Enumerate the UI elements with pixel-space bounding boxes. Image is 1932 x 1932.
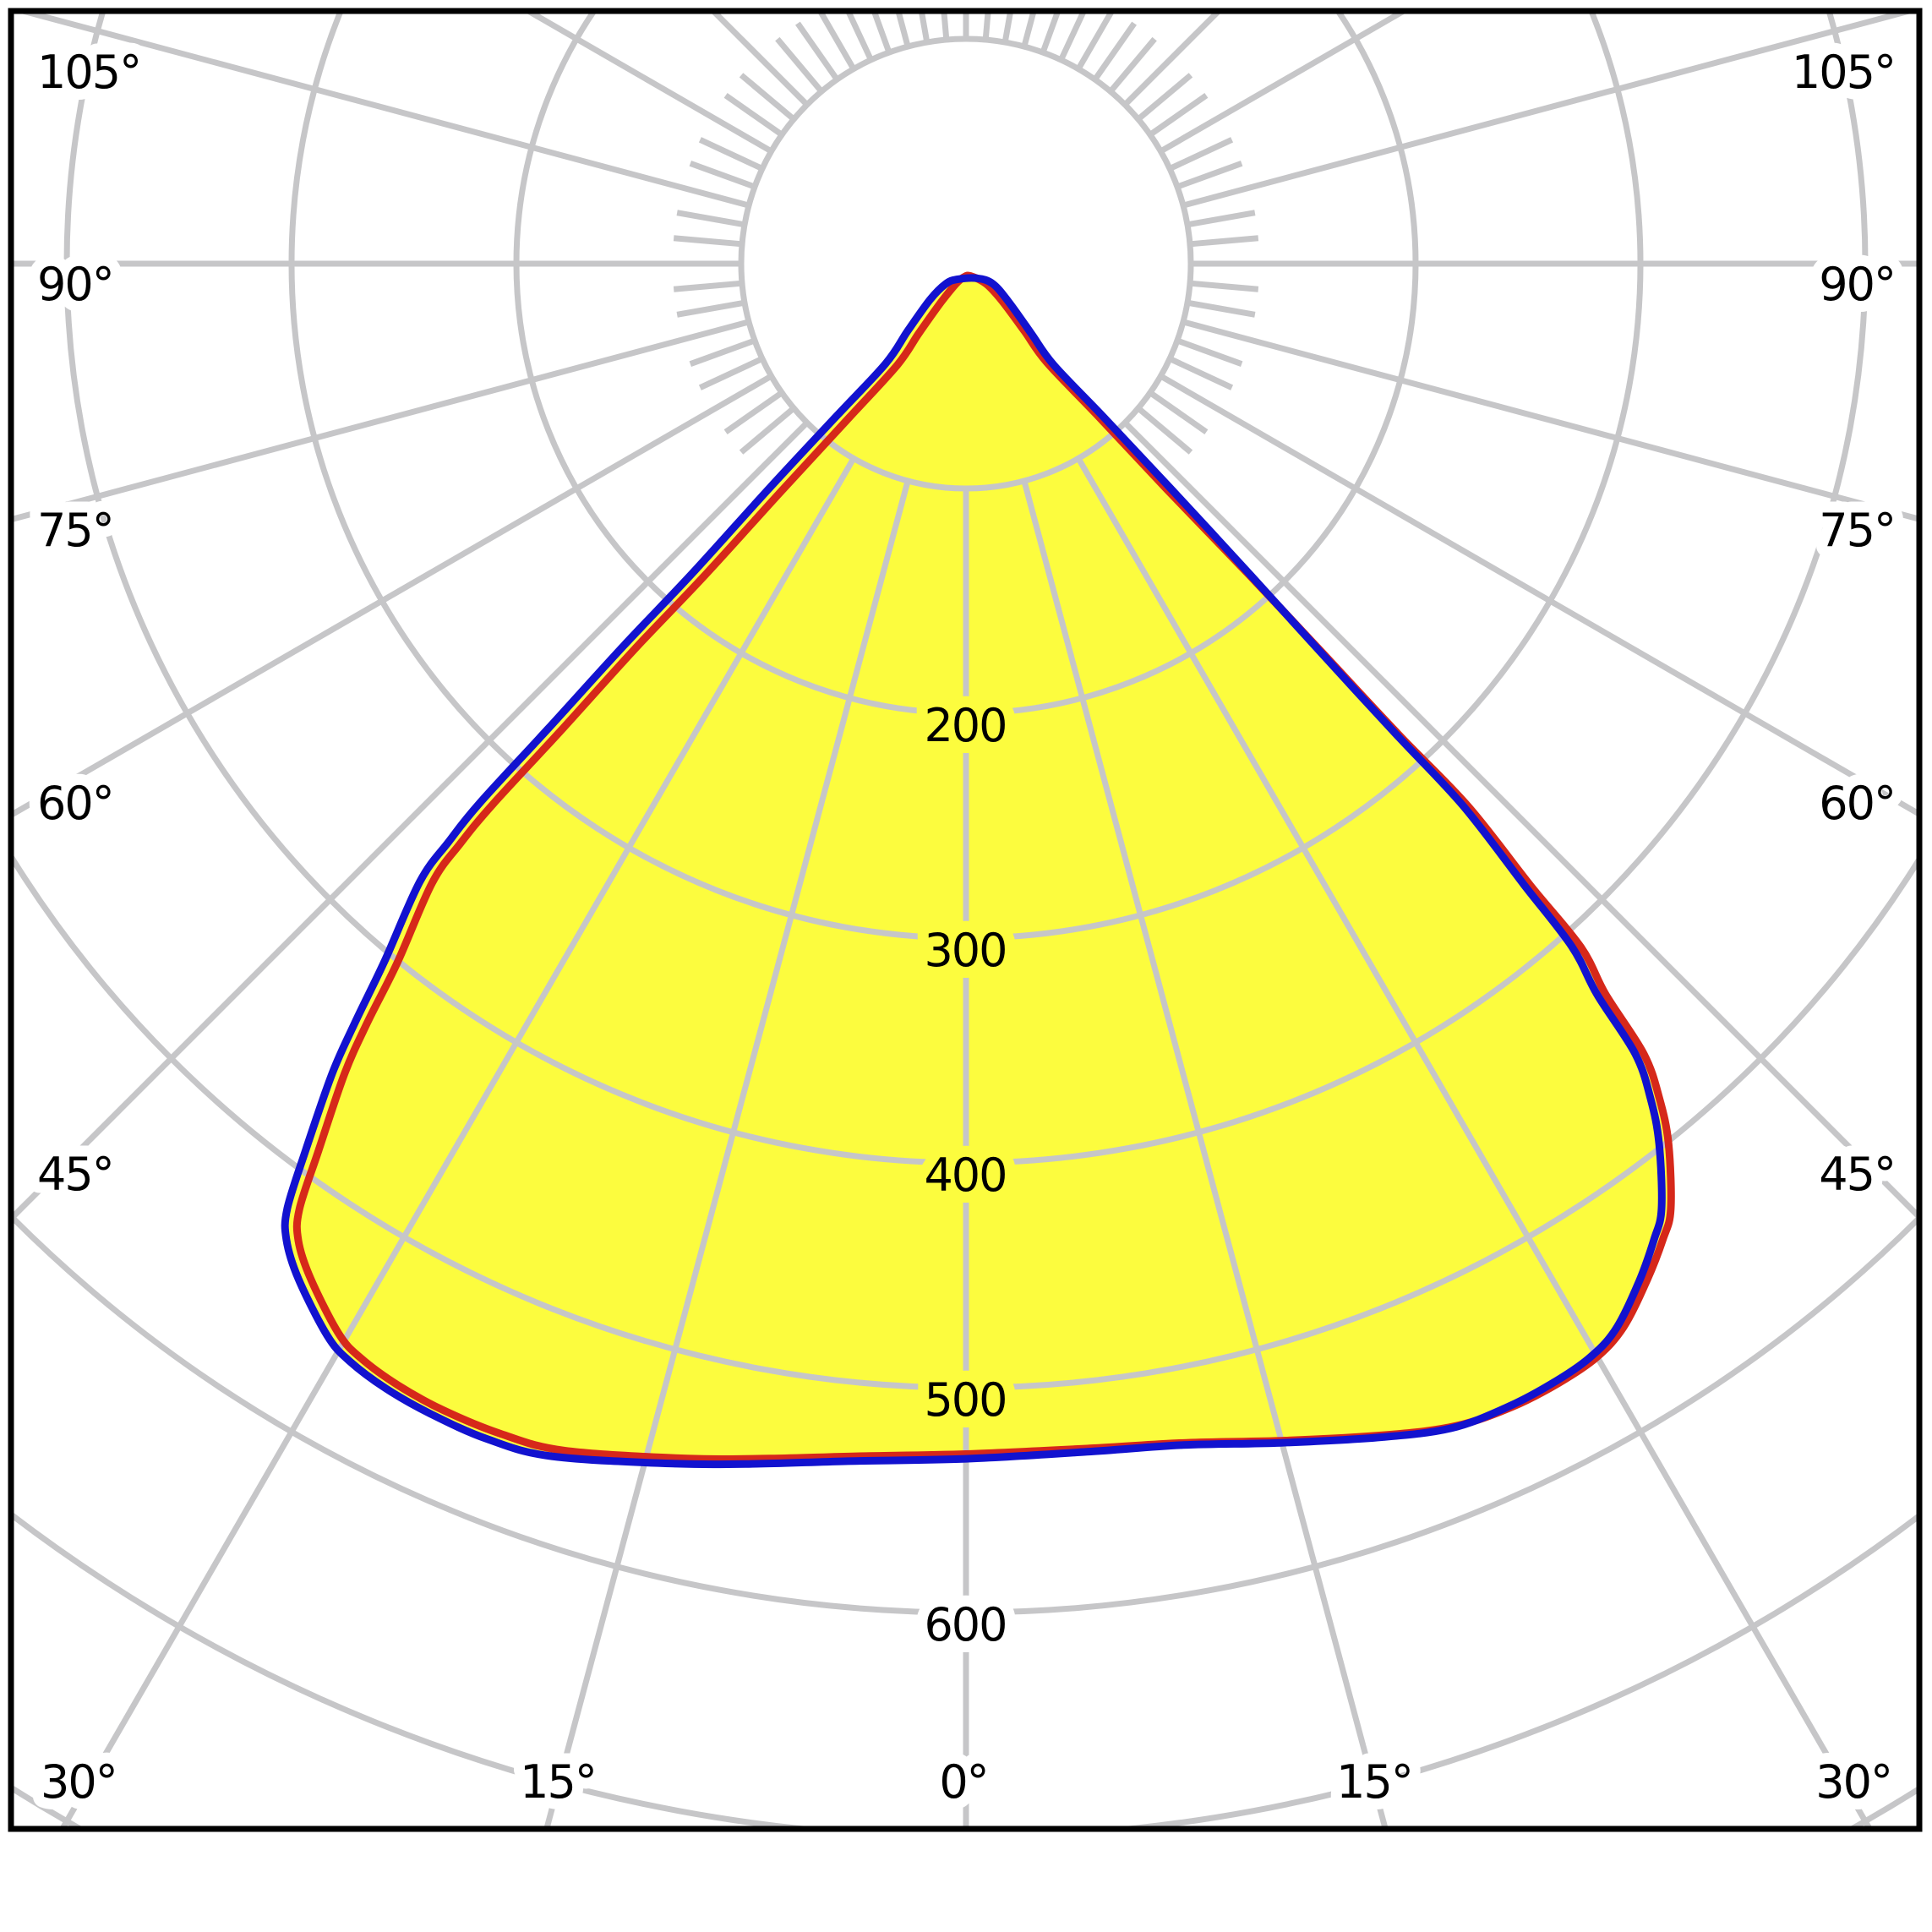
angle-label-15deg-11: 15° (520, 1755, 596, 1809)
spoke-255deg (11, 11, 750, 209)
angle-label-90deg-6: 90° (1819, 258, 1895, 311)
spoke-330deg (58, 456, 857, 1829)
radial-label-500: 500 (924, 1373, 1006, 1427)
spoke-45deg (1122, 420, 1919, 1221)
angle-label-45deg-9: 45° (1819, 1148, 1895, 1201)
angle-label-30deg-14: 30° (1815, 1755, 1891, 1809)
angle-label-0deg-12: 0° (939, 1755, 987, 1809)
radial-label-600: 600 (924, 1598, 1006, 1651)
spoke-105deg (1182, 11, 1919, 209)
spoke-30deg (1075, 456, 1874, 1829)
angle-label-30deg-10: 30° (41, 1755, 117, 1809)
angle-label-60deg-8: 60° (1819, 777, 1895, 830)
spoke-300deg (11, 373, 773, 819)
radial-label-400: 400 (924, 1149, 1006, 1202)
spoke-75deg (1182, 319, 1919, 522)
spoke-315deg (11, 420, 810, 1223)
intensity-fill-blue-part (285, 277, 1662, 1465)
angle-label-45deg-4: 45° (37, 1148, 113, 1201)
spoke-345deg (543, 480, 911, 1829)
spoke-15deg (1021, 480, 1389, 1829)
plot-border (8, 8, 1923, 1832)
blue-intensity-curve (281, 274, 1666, 1469)
angle-label-75deg-2: 75° (37, 504, 113, 557)
radial-label-300: 300 (924, 924, 1006, 977)
angle-label-90deg-1: 90° (37, 258, 113, 311)
spoke-285deg (11, 319, 750, 523)
spoke-60deg (1159, 373, 1919, 818)
angle-label-60deg-3: 60° (37, 777, 113, 830)
angle-label-15deg-13: 15° (1336, 1755, 1412, 1809)
radial-label-200: 200 (924, 699, 1006, 752)
angle-label-105deg-0: 105° (37, 46, 140, 99)
angle-label-75deg-7: 75° (1819, 504, 1895, 557)
angle-label-105deg-5: 105° (1792, 46, 1895, 99)
